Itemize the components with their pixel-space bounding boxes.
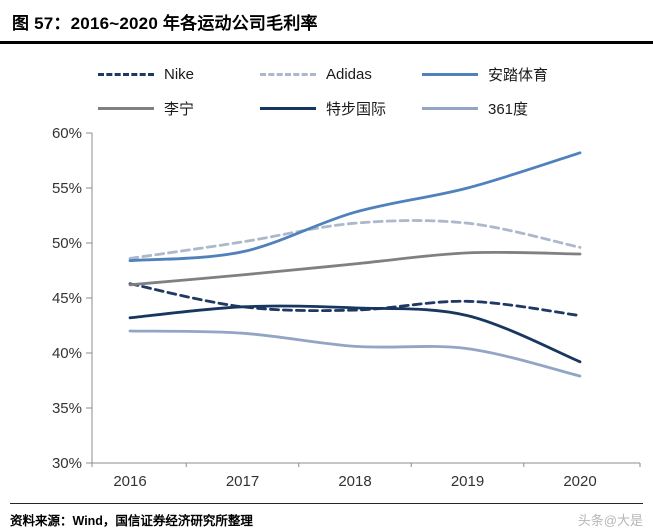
figure-title: 图 57：2016~2020 年各运动公司毛利率 bbox=[12, 14, 318, 33]
legend-item-4: 李宁 bbox=[98, 98, 260, 119]
series-line-安踏体育 bbox=[128, 151, 582, 262]
legend-label: Nike bbox=[164, 66, 195, 83]
legend-line-sample bbox=[98, 73, 154, 76]
watermark-text: 头条@大是 bbox=[577, 513, 643, 528]
legend-item-5: 特步国际 bbox=[260, 98, 422, 119]
y-tick-label: 55% bbox=[52, 180, 82, 197]
legend-item-6: 361度 bbox=[422, 98, 597, 119]
x-tick-label: 2019 bbox=[451, 473, 484, 490]
legend-line-sample bbox=[422, 73, 478, 76]
series-line-特步国际 bbox=[128, 304, 582, 364]
series-line-李宁 bbox=[128, 250, 582, 287]
legend-line-sample bbox=[260, 107, 316, 110]
legend-item-3: 安踏体育 bbox=[422, 64, 597, 85]
legend-label: 361度 bbox=[488, 101, 529, 118]
figure-footer: 资料来源：Wind，国信证券经济研究所整理 头条@大是 bbox=[10, 503, 643, 529]
x-tick-label: 2017 bbox=[226, 473, 259, 490]
legend-item-2: Adidas bbox=[260, 64, 422, 85]
y-tick-label: 60% bbox=[52, 125, 82, 142]
legend-label: 特步国际 bbox=[326, 101, 387, 118]
legend-label: Adidas bbox=[326, 66, 372, 83]
legend-label: 李宁 bbox=[164, 101, 195, 118]
source-text: 资料来源：Wind，国信证券经济研究所整理 bbox=[10, 514, 253, 528]
x-tick-label: 2020 bbox=[563, 473, 596, 490]
x-tick-label: 2016 bbox=[113, 473, 146, 490]
legend-label: 安踏体育 bbox=[488, 67, 549, 84]
series-line-Adidas bbox=[128, 219, 582, 260]
x-tick-label: 2018 bbox=[338, 473, 371, 490]
legend-line-sample bbox=[98, 107, 154, 110]
line-chart: 30% 35% 40% 45% 50% 55% 60% 2016 2017 2018 2019 202… bbox=[52, 125, 641, 490]
y-tick-label: 50% bbox=[52, 235, 82, 252]
series-line-Nike bbox=[128, 282, 582, 317]
y-tick-label: 40% bbox=[52, 345, 82, 362]
y-tick-label: 45% bbox=[52, 290, 82, 307]
chart-legend: Nike Adidas 安踏体育李宁 特步国际 361度 bbox=[98, 64, 653, 119]
y-tick-label: 35% bbox=[52, 400, 82, 417]
legend-line-sample bbox=[260, 73, 316, 76]
series-line-361度 bbox=[128, 329, 582, 378]
figure-header: 图 57：2016~2020 年各运动公司毛利率 bbox=[0, 0, 653, 44]
y-tick-label: 30% bbox=[52, 455, 82, 472]
legend-line-sample bbox=[422, 107, 478, 110]
legend-item-1: Nike bbox=[98, 64, 260, 85]
